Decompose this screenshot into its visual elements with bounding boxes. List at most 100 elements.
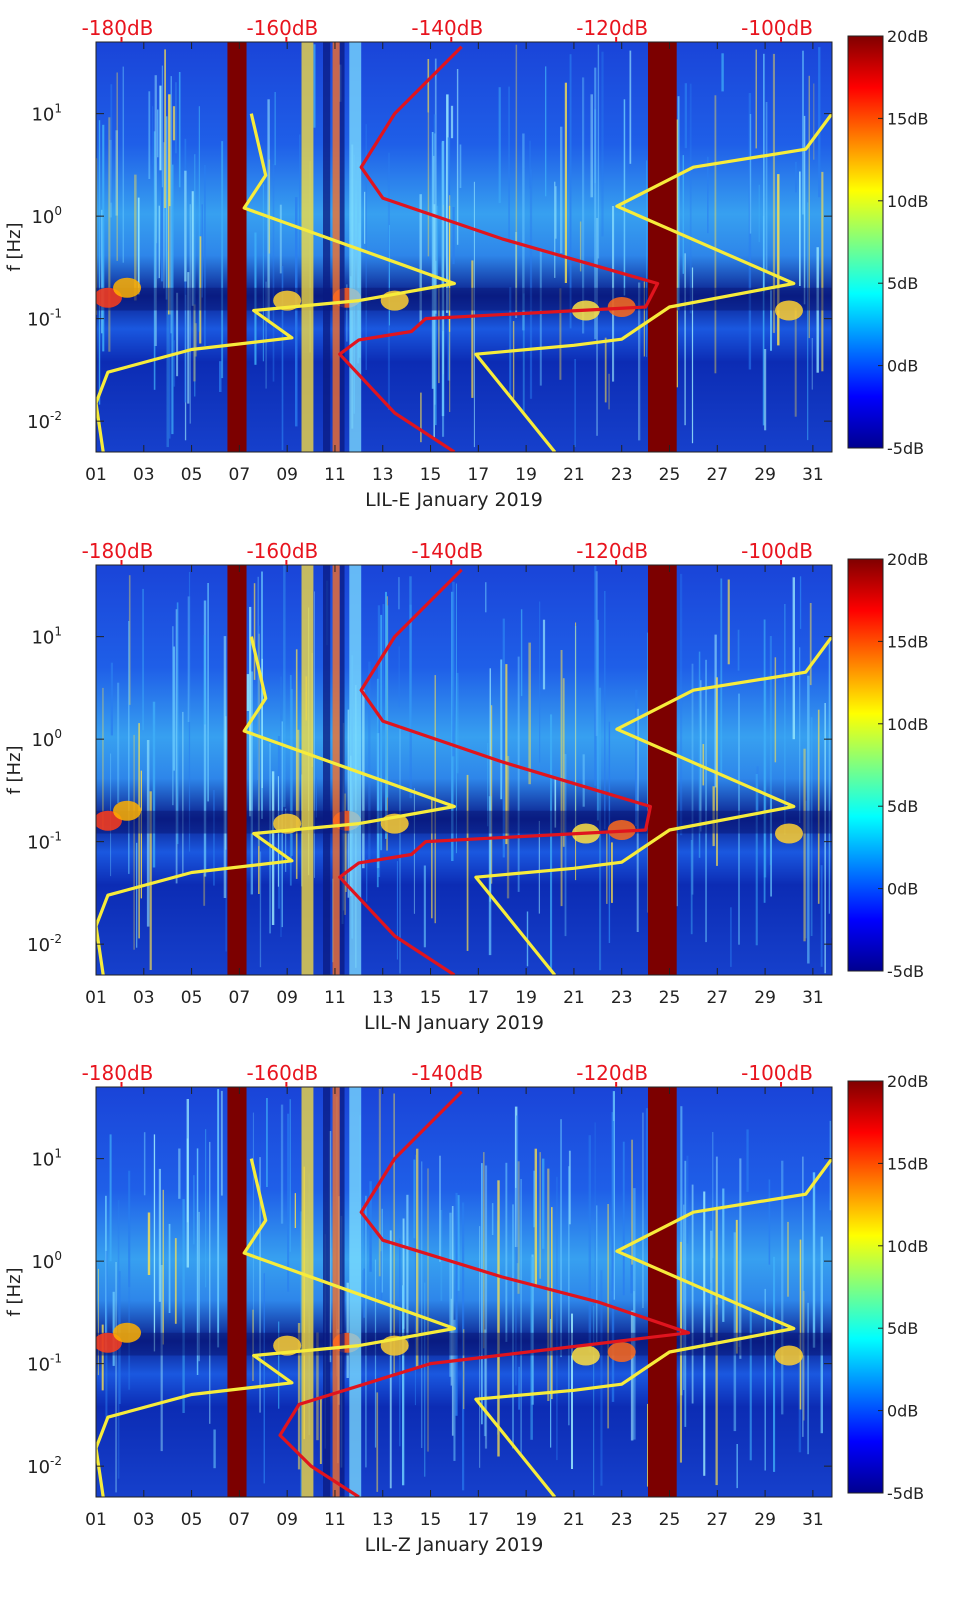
noise-model-low-curve bbox=[96, 636, 456, 975]
heatmap-streak bbox=[505, 664, 508, 845]
heatmap-streak bbox=[529, 140, 531, 189]
heatmap-band bbox=[339, 42, 345, 452]
heatmap-streak bbox=[168, 94, 171, 315]
heatmap-streak bbox=[450, 105, 454, 139]
x-tick-label: 27 bbox=[706, 465, 728, 485]
heatmap-field bbox=[96, 42, 832, 452]
db-axis-label: -180dB bbox=[82, 16, 154, 40]
colorbar-tick-label: -5dB bbox=[887, 962, 924, 981]
heatmap-band bbox=[332, 42, 340, 452]
heatmap-streak bbox=[813, 83, 815, 160]
heatmap-streak bbox=[263, 1273, 265, 1484]
x-tick-label: 29 bbox=[754, 465, 776, 485]
noise-model-low-curve bbox=[96, 1158, 456, 1497]
noise-model-high-curve bbox=[474, 112, 832, 452]
noise-model-high-curve bbox=[474, 635, 832, 975]
x-tick-label: 13 bbox=[372, 465, 394, 485]
heatmap-streak bbox=[193, 1175, 195, 1245]
heatmap-streak bbox=[346, 284, 348, 342]
x-tick-label: 09 bbox=[276, 988, 298, 1008]
data-gap bbox=[648, 1087, 677, 1497]
heatmap-streak bbox=[112, 1291, 115, 1366]
heatmap-streak bbox=[489, 668, 491, 902]
heatmap-streak bbox=[419, 194, 422, 323]
heatmap-streak bbox=[795, 161, 797, 193]
heatmap-streak bbox=[117, 682, 120, 803]
x-tick-label: 29 bbox=[754, 988, 776, 1008]
heatmap-streak bbox=[316, 1332, 319, 1441]
spectrogram-panel-1: 01 03 05 07 09 11 13 15 17 19 21 23 25 27 29 31 10-2 100 1… bbox=[4, 16, 929, 511]
x-tick-label: 23 bbox=[611, 1510, 633, 1530]
heatmap-streak bbox=[534, 1148, 537, 1286]
heatmap-streak bbox=[250, 671, 253, 895]
heatmap-streak bbox=[768, 1179, 771, 1265]
heatmap-streak bbox=[142, 588, 144, 731]
heatmap-streak bbox=[698, 651, 701, 858]
heatmap-streak bbox=[205, 1129, 207, 1288]
x-tick-label: 07 bbox=[229, 465, 251, 485]
db-axis-label: -120dB bbox=[576, 539, 648, 563]
heatmap-streak bbox=[675, 119, 678, 388]
heatmap-streak bbox=[196, 1148, 199, 1375]
heatmap-streak bbox=[105, 1195, 107, 1351]
heatmap-streak bbox=[295, 649, 298, 879]
x-tick-label: 31 bbox=[802, 1510, 824, 1530]
x-tick-label: 25 bbox=[659, 1510, 681, 1530]
heatmap-streak bbox=[272, 163, 275, 382]
x-axis-label: LIL-N January 2019 bbox=[364, 1012, 544, 1034]
heatmap-streak bbox=[604, 591, 606, 830]
heatmap-streak bbox=[156, 243, 159, 279]
heatmap-streak bbox=[817, 709, 820, 904]
heatmap-streak bbox=[542, 1158, 545, 1249]
heatmap-streak bbox=[385, 591, 387, 839]
heatmap-streak bbox=[483, 1329, 487, 1437]
heatmap-streak bbox=[807, 1302, 809, 1455]
noise-model-high-curve bbox=[474, 1157, 832, 1497]
heatmap-streak bbox=[259, 1157, 261, 1413]
heatmap-streak bbox=[594, 566, 597, 786]
heatmap-streak bbox=[574, 359, 576, 448]
heatmap-streak bbox=[217, 1089, 220, 1348]
heatmap-streak bbox=[763, 53, 765, 292]
heatmap-blob bbox=[113, 277, 142, 298]
db-axis-label: -180dB bbox=[82, 1061, 154, 1085]
heatmap-streak bbox=[485, 582, 487, 613]
heatmap-background bbox=[96, 42, 832, 452]
x-tick-label: 21 bbox=[563, 988, 585, 1008]
heatmap-streak bbox=[600, 1270, 603, 1486]
spectrogram-panel-2: 01 03 05 07 09 11 13 15 17 19 21 23 25 27 29 31 10-2 100 1… bbox=[4, 539, 929, 1034]
heatmap-streak bbox=[574, 626, 577, 833]
heatmap-streak bbox=[608, 373, 610, 410]
heatmap-streak bbox=[153, 1134, 156, 1352]
heatmap-streak bbox=[249, 606, 252, 817]
heatmap-streak bbox=[289, 1099, 291, 1252]
heatmap-streak bbox=[642, 1112, 644, 1308]
heatmap-streak bbox=[166, 251, 169, 448]
heatmap-streak bbox=[459, 144, 462, 188]
heatmap-streak bbox=[710, 1283, 712, 1317]
microseism-band bbox=[96, 287, 832, 311]
heatmap-streak bbox=[677, 96, 680, 311]
heatmap-streak bbox=[690, 840, 693, 935]
heatmap-streak bbox=[560, 126, 563, 254]
heatmap-streak bbox=[596, 619, 599, 821]
x-tick-label: 19 bbox=[515, 465, 537, 485]
heatmap-streak bbox=[420, 392, 422, 443]
heatmap-streak bbox=[176, 292, 179, 377]
heatmap-streak bbox=[438, 287, 440, 384]
heatmap-streak bbox=[152, 106, 154, 165]
y-tick-label: 101 bbox=[31, 625, 62, 649]
heatmap-streak bbox=[550, 1318, 552, 1448]
heatmap-streak bbox=[319, 1396, 322, 1464]
heatmap-streak bbox=[396, 861, 398, 960]
median-psd-curve bbox=[338, 45, 660, 452]
heatmap-blob bbox=[113, 1322, 142, 1343]
heatmap-field bbox=[96, 1087, 832, 1497]
y-axis-label: f [Hz] bbox=[4, 1267, 25, 1316]
heatmap-streak bbox=[515, 1187, 517, 1386]
heatmap-streak bbox=[204, 164, 206, 346]
x-tick-label: 07 bbox=[229, 1510, 251, 1530]
heatmap-streak bbox=[198, 1211, 200, 1362]
heatmap-streak bbox=[289, 675, 292, 886]
heatmap-streak bbox=[110, 84, 113, 203]
